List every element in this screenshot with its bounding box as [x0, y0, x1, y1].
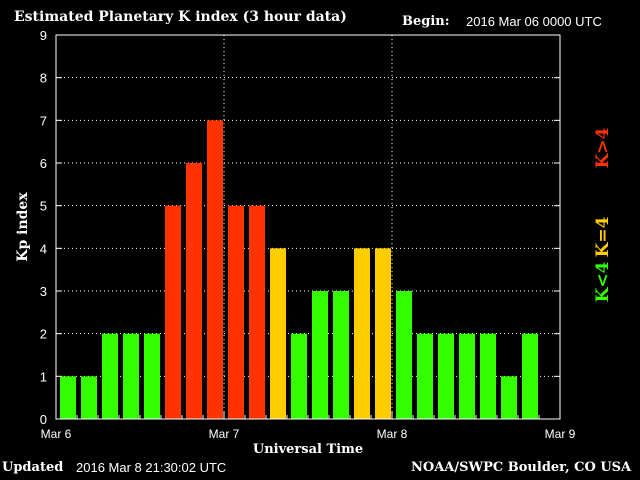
legend: K<4 K=4 K>4: [593, 127, 613, 302]
y-tick-label-7: 7: [40, 113, 47, 128]
bar-15: [375, 248, 391, 419]
updated-label: Updated: [2, 460, 64, 475]
chart-title: Estimated Planetary K index (3 hour data…: [14, 9, 347, 25]
legend-entry-0: K<4: [593, 261, 613, 302]
bar-3: [123, 333, 139, 419]
bar-16: [396, 291, 412, 419]
bar-6: [186, 163, 202, 419]
begin-value: 2016 Mar 06 0000 UTC: [466, 14, 602, 29]
bar-22: [522, 333, 538, 419]
y-tick-label-3: 3: [40, 284, 47, 299]
bar-13: [333, 291, 349, 419]
bar-18: [438, 333, 454, 419]
bar-21: [501, 376, 517, 419]
grid-lines: [56, 35, 560, 419]
bar-11: [291, 333, 307, 419]
bars: [60, 120, 538, 419]
y-axis-label: Kp index: [15, 192, 31, 262]
y-tick-label-8: 8: [40, 71, 47, 86]
x-tick-labels: Mar 6 Mar 7 Mar 8 Mar 9: [41, 427, 576, 441]
bar-17: [417, 333, 433, 419]
bar-9: [249, 205, 265, 419]
legend-entry-2: K>4: [593, 127, 613, 168]
bar-19: [459, 333, 475, 419]
y-tick-label-6: 6: [40, 156, 47, 171]
bar-5: [165, 205, 181, 419]
bar-2: [102, 333, 118, 419]
y-tick-label-5: 5: [40, 199, 47, 214]
y-tick-labels: 0 1 2 3 4 5 6 7 8 9: [40, 28, 47, 427]
bar-20: [480, 333, 496, 419]
bar-14: [354, 248, 370, 419]
legend-entry-1: K=4: [593, 216, 613, 257]
y-tick-label-0: 0: [40, 412, 47, 427]
bar-4: [144, 333, 160, 419]
y-tick-label-2: 2: [40, 327, 47, 342]
ticks: [55, 34, 561, 420]
bar-0: [60, 376, 76, 419]
x-tick-label-1: Mar 7: [209, 427, 240, 441]
bar-10: [270, 248, 286, 419]
bar-12: [312, 291, 328, 419]
x-axis-label: Universal Time: [253, 442, 363, 457]
y-tick-label-9: 9: [40, 28, 47, 43]
x-tick-label-3: Mar 9: [545, 427, 576, 441]
bar-8: [228, 205, 244, 419]
x-tick-label-2: Mar 8: [377, 427, 408, 441]
y-tick-label-1: 1: [40, 369, 47, 384]
x-tick-label-0: Mar 6: [41, 427, 72, 441]
bar-7: [207, 120, 223, 419]
y-tick-label-4: 4: [40, 241, 47, 256]
updated-value: 2016 Mar 8 21:30:02 UTC: [76, 460, 227, 475]
credit-text: NOAA/SWPC Boulder, CO USA: [411, 460, 632, 475]
bar-1: [81, 376, 97, 419]
begin-label: Begin:: [402, 14, 450, 29]
